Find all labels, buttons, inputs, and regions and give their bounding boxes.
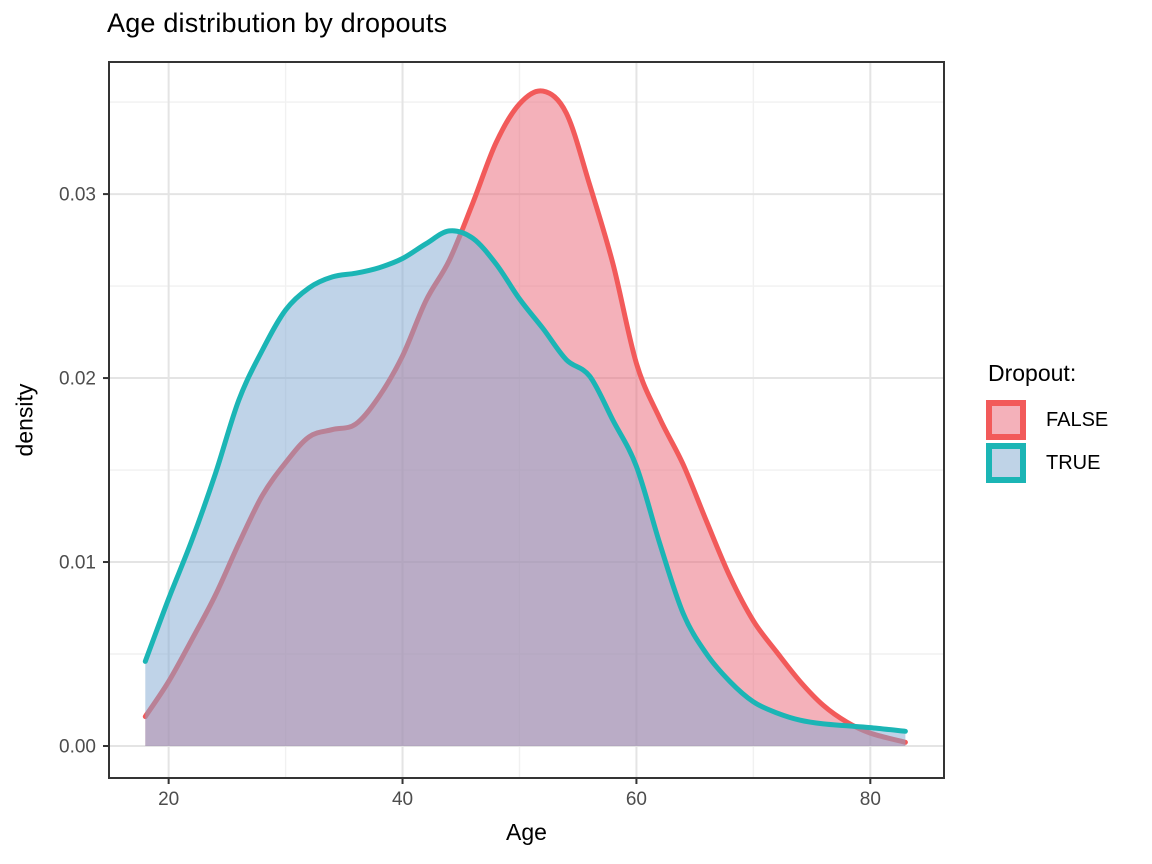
y-tick-label: 0.03 bbox=[59, 185, 96, 206]
x-tick-label: 20 bbox=[158, 789, 179, 810]
x-tick-label: 80 bbox=[860, 789, 881, 810]
legend-label-false: FALSE bbox=[1046, 408, 1109, 431]
density-line-TRUE bbox=[142, 228, 908, 734]
legend-key-false bbox=[986, 400, 1026, 440]
y-tick-label: 0.01 bbox=[59, 553, 96, 574]
legend-item-false: FALSE bbox=[986, 400, 1108, 440]
x-tick-label: 60 bbox=[626, 789, 647, 810]
y-tick-label: 0.00 bbox=[59, 736, 96, 757]
legend-title: Dropout: bbox=[988, 360, 1077, 386]
legend: Dropout: FALSE TRUE bbox=[986, 360, 1108, 486]
x-tick-label: 40 bbox=[392, 789, 413, 810]
legend-key-true bbox=[986, 443, 1026, 483]
legend-item-true: TRUE bbox=[986, 443, 1108, 483]
legend-label-true: TRUE bbox=[1046, 451, 1101, 474]
y-tick-label: 0.02 bbox=[59, 369, 96, 390]
y-axis-title: density bbox=[11, 383, 38, 457]
panel-border bbox=[108, 61, 945, 779]
chart-title: Age distribution by dropouts bbox=[107, 8, 448, 38]
x-axis-title: Age bbox=[506, 819, 547, 845]
density-area-TRUE bbox=[145, 230, 906, 747]
